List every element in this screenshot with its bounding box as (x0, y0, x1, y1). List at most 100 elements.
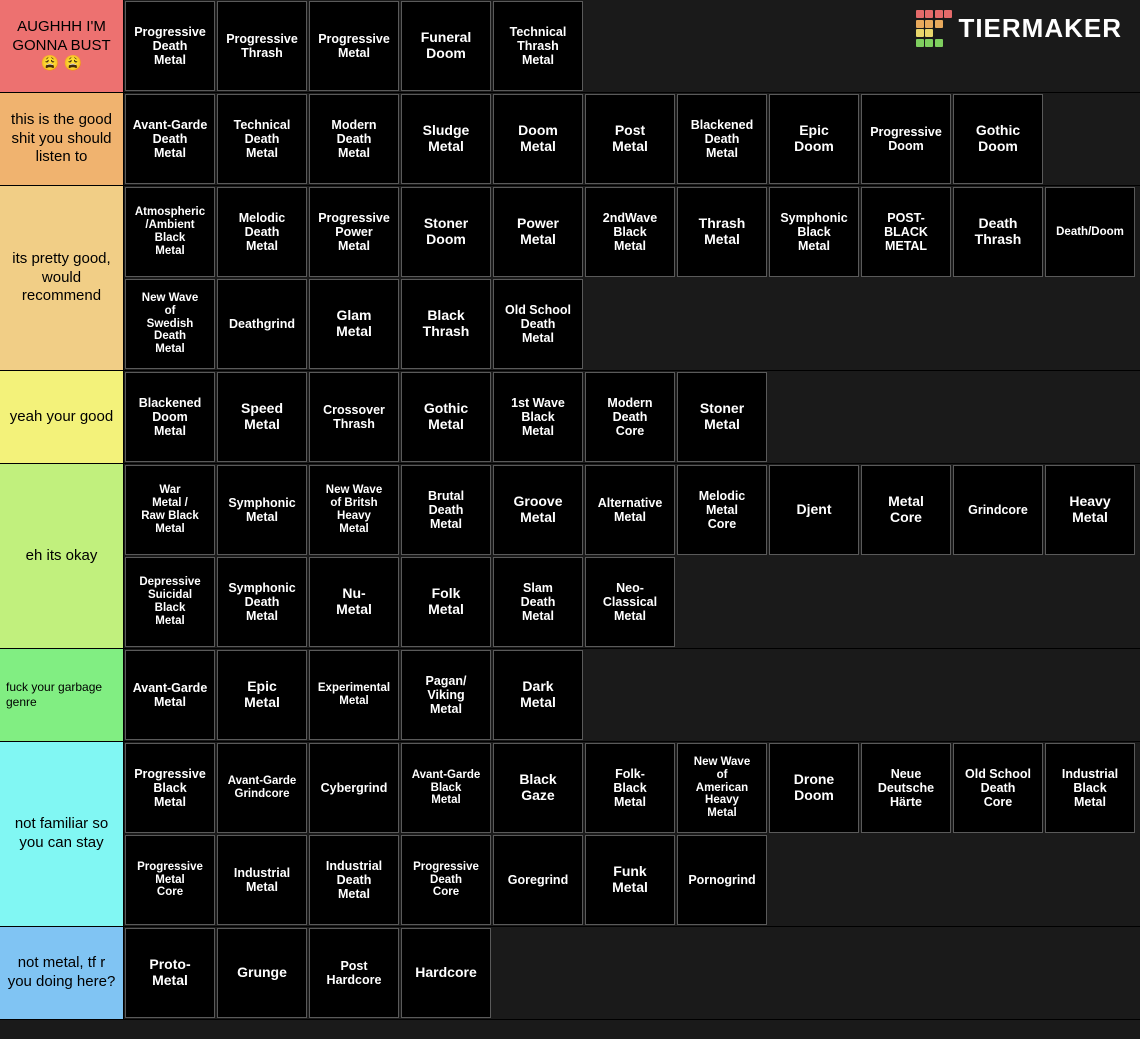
tier-tile[interactable]: Gothic Metal (401, 372, 491, 462)
tier-tile[interactable]: Death/Doom (1045, 187, 1135, 277)
tier-tile[interactable]: Progressive Death Core (401, 835, 491, 925)
tier-tile[interactable]: Progressive Thrash (217, 1, 307, 91)
tier-tile[interactable]: Heavy Metal (1045, 465, 1135, 555)
tile-label: Melodic Metal Core (699, 489, 746, 531)
tier-tile[interactable]: Death Thrash (953, 187, 1043, 277)
tier-tile[interactable]: 2ndWave Black Metal (585, 187, 675, 277)
tier-tile[interactable]: Avant-Garde Grindcore (217, 743, 307, 833)
tier-label[interactable]: not familiar so you can stay (0, 742, 124, 926)
tier-tile[interactable]: Drone Doom (769, 743, 859, 833)
tier-label[interactable]: yeah your good (0, 371, 124, 463)
tier-tile[interactable]: Metal Core (861, 465, 951, 555)
tier-tile[interactable]: Alternative Metal (585, 465, 675, 555)
tier-tile[interactable]: Sludge Metal (401, 94, 491, 184)
tier-tile[interactable]: Folk Metal (401, 557, 491, 647)
tier-tile[interactable]: Progressive Metal Core (125, 835, 215, 925)
tier-tile[interactable]: Gothic Doom (953, 94, 1043, 184)
tier-tile[interactable]: Experimental Metal (309, 650, 399, 740)
tier-tile[interactable]: 1st Wave Black Metal (493, 372, 583, 462)
tier-tile[interactable]: Pagan/ Viking Metal (401, 650, 491, 740)
tile-label: Death Thrash (975, 216, 1022, 247)
tier-tile[interactable]: Atmospheric /Ambient Black Metal (125, 187, 215, 277)
tier-tile[interactable]: Black Gaze (493, 743, 583, 833)
tier-tile[interactable]: Neue Deutsche Härte (861, 743, 951, 833)
tier-tile[interactable]: Goregrind (493, 835, 583, 925)
tier-tile[interactable]: Epic Metal (217, 650, 307, 740)
tier-tile[interactable]: Dark Metal (493, 650, 583, 740)
tier-tile[interactable]: Proto- Metal (125, 928, 215, 1018)
tier-tile[interactable]: Brutal Death Metal (401, 465, 491, 555)
tier-label[interactable]: this is the good shit you should listen … (0, 93, 124, 185)
tier-tile[interactable]: New Wave of Britsh Heavy Metal (309, 465, 399, 555)
tier-tile[interactable]: POST- BLACK METAL (861, 187, 951, 277)
tile-label: Thrash Metal (699, 216, 746, 247)
tier-tile[interactable]: Symphonic Metal (217, 465, 307, 555)
tile-label: Power Metal (517, 216, 559, 247)
tier-tile[interactable]: New Wave of American Heavy Metal (677, 743, 767, 833)
tier-tile[interactable]: Modern Death Metal (309, 94, 399, 184)
tier-tile[interactable]: Speed Metal (217, 372, 307, 462)
tier-tile[interactable]: Deathgrind (217, 279, 307, 369)
tier-tile[interactable]: Funeral Doom (401, 1, 491, 91)
tile-label: Progressive Metal Core (137, 861, 203, 900)
tier-tile[interactable]: Cybergrind (309, 743, 399, 833)
tier-tile[interactable]: Avant-Garde Death Metal (125, 94, 215, 184)
tile-label: Black Thrash (423, 308, 470, 339)
tier-label[interactable]: not metal, tf r you doing here? (0, 927, 124, 1019)
tile-label: Progressive Metal (318, 32, 390, 60)
tier-tile[interactable]: Groove Metal (493, 465, 583, 555)
tier-tile[interactable]: Blackened Doom Metal (125, 372, 215, 462)
tier-tile[interactable]: Technical Thrash Metal (493, 1, 583, 91)
tile-label: Progressive Thrash (226, 32, 298, 60)
tier-tile[interactable]: Industrial Death Metal (309, 835, 399, 925)
tier-tile[interactable]: Modern Death Core (585, 372, 675, 462)
tier-tile[interactable]: Stoner Doom (401, 187, 491, 277)
tier-tile[interactable]: Symphonic Black Metal (769, 187, 859, 277)
tier-tile[interactable]: Industrial Metal (217, 835, 307, 925)
tier-tile[interactable]: Neo- Classical Metal (585, 557, 675, 647)
tier-tile[interactable]: Doom Metal (493, 94, 583, 184)
tier-label[interactable]: eh its okay (0, 464, 124, 648)
tier-tile[interactable]: Pornogrind (677, 835, 767, 925)
tier-items: Progressive Black MetalAvant-Garde Grind… (124, 742, 1140, 926)
tier-tile[interactable]: Avant-Garde Metal (125, 650, 215, 740)
tier-tile[interactable]: Post Metal (585, 94, 675, 184)
tier-tile[interactable]: Funk Metal (585, 835, 675, 925)
tier-tile[interactable]: Melodic Death Metal (217, 187, 307, 277)
tier-tile[interactable]: Melodic Metal Core (677, 465, 767, 555)
tier-tile[interactable]: Epic Doom (769, 94, 859, 184)
tier-tile[interactable]: Post Hardcore (309, 928, 399, 1018)
tier-tile[interactable]: Progressive Power Metal (309, 187, 399, 277)
tier-tile[interactable]: Black Thrash (401, 279, 491, 369)
tier-tile[interactable]: New Wave of Swedish Death Metal (125, 279, 215, 369)
tile-label: Modern Death Metal (331, 118, 376, 160)
tier-tile[interactable]: Depressive Suicidal Black Metal (125, 557, 215, 647)
tier-tile[interactable]: Progressive Metal (309, 1, 399, 91)
tier-label[interactable]: its pretty good, would recommend (0, 186, 124, 370)
tier-tile[interactable]: Industrial Black Metal (1045, 743, 1135, 833)
tier-tile[interactable]: Progressive Black Metal (125, 743, 215, 833)
tier-label[interactable]: fuck your garbage genre (0, 649, 124, 741)
tier-tile[interactable]: Grindcore (953, 465, 1043, 555)
tier-tile[interactable]: Avant-Garde Black Metal (401, 743, 491, 833)
tier-tile[interactable]: Old School Death Core (953, 743, 1043, 833)
tier-tile[interactable]: War Metal / Raw Black Metal (125, 465, 215, 555)
tier-tile[interactable]: Thrash Metal (677, 187, 767, 277)
tier-tile[interactable]: Old School Death Metal (493, 279, 583, 369)
tier-tile[interactable]: Progressive Doom (861, 94, 951, 184)
tier-tile[interactable]: Djent (769, 465, 859, 555)
tier-tile[interactable]: Power Metal (493, 187, 583, 277)
tier-tile[interactable]: Progressive Death Metal (125, 1, 215, 91)
tier-tile[interactable]: Crossover Thrash (309, 372, 399, 462)
tier-tile[interactable]: Hardcore (401, 928, 491, 1018)
tier-tile[interactable]: Symphonic Death Metal (217, 557, 307, 647)
tier-tile[interactable]: Glam Metal (309, 279, 399, 369)
tier-tile[interactable]: Nu- Metal (309, 557, 399, 647)
tier-tile[interactable]: Stoner Metal (677, 372, 767, 462)
tier-tile[interactable]: Technical Death Metal (217, 94, 307, 184)
tier-tile[interactable]: Folk- Black Metal (585, 743, 675, 833)
tier-label[interactable]: AUGHHH I'M GONNA BUST 😩 😩 (0, 0, 124, 92)
tier-tile[interactable]: Blackened Death Metal (677, 94, 767, 184)
tier-tile[interactable]: Slam Death Metal (493, 557, 583, 647)
tier-tile[interactable]: Grunge (217, 928, 307, 1018)
